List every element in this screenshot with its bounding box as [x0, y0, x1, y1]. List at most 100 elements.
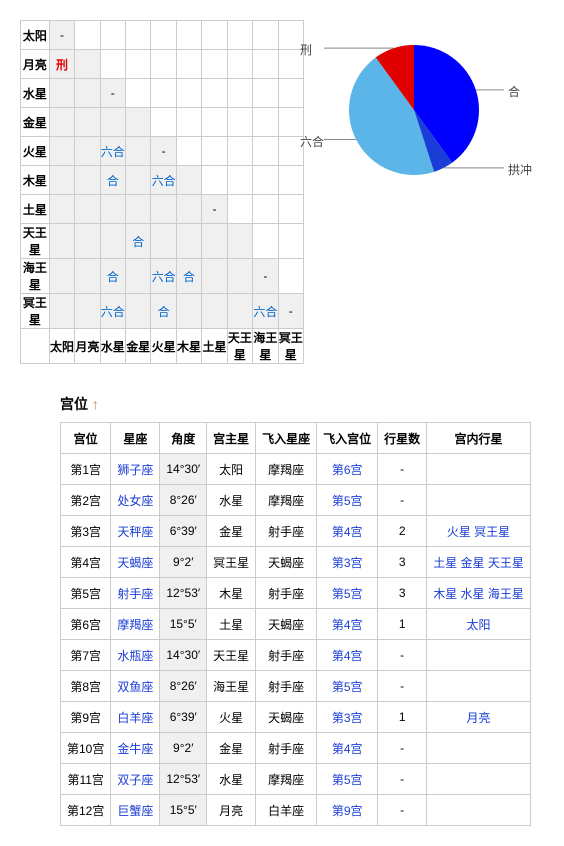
house-cell — [427, 640, 531, 671]
house-cell: 冥王星 — [207, 547, 256, 578]
house-cell: 金牛座 — [111, 733, 160, 764]
house-cell: 8°26′ — [160, 671, 207, 702]
house-cell: 第5宫 — [317, 671, 378, 702]
aspect-row-label: 天王星 — [21, 224, 50, 259]
aspect-cell — [151, 79, 176, 108]
house-cell: 射手座 — [111, 578, 160, 609]
house-cell: 9°2′ — [160, 733, 207, 764]
aspect-cell — [253, 224, 278, 259]
house-col-header: 宫位 — [61, 423, 111, 454]
aspect-cell — [49, 108, 74, 137]
aspect-row-label: 火星 — [21, 137, 50, 166]
house-col-header: 星座 — [111, 423, 160, 454]
aspect-row-label: 月亮 — [21, 50, 50, 79]
house-cell — [427, 795, 531, 826]
aspect-cell — [253, 166, 278, 195]
house-cell: 9°2′ — [160, 547, 207, 578]
aspect-cell — [75, 137, 100, 166]
aspect-cell — [126, 137, 151, 166]
house-cell: 金星 — [207, 733, 256, 764]
house-cell: 水星 — [207, 485, 256, 516]
house-cell: 天蝎座 — [256, 547, 317, 578]
aspect-cell — [202, 224, 227, 259]
aspect-cell — [176, 50, 201, 79]
table-row: 第4宫天蝎座9°2′冥王星天蝎座第3宫3土星 金星 天王星 — [61, 547, 531, 578]
house-cell: 第4宫 — [317, 640, 378, 671]
aspect-row-label: 土星 — [21, 195, 50, 224]
aspect-cell — [202, 137, 227, 166]
table-row: 第5宫射手座12°53′木星射手座第5宫3木星 水星 海王星 — [61, 578, 531, 609]
house-cell: 第8宫 — [61, 671, 111, 702]
house-cell: 白羊座 — [256, 795, 317, 826]
house-cell: 双子座 — [111, 764, 160, 795]
house-cell: 天王星 — [207, 640, 256, 671]
aspect-row-label: 金星 — [21, 108, 50, 137]
aspect-cell — [278, 259, 303, 294]
house-cell: 2 — [378, 516, 427, 547]
aspect-cell: 合 — [151, 294, 176, 329]
aspect-cell — [202, 294, 227, 329]
aspect-cell — [227, 195, 252, 224]
aspect-cell — [176, 294, 201, 329]
aspect-cell — [278, 195, 303, 224]
aspect-row-label: 海王星 — [21, 259, 50, 294]
house-cell: 第2宫 — [61, 485, 111, 516]
aspect-cell — [253, 108, 278, 137]
house-cell: 天秤座 — [111, 516, 160, 547]
table-row: 第7宫水瓶座14°30′天王星射手座第4宫- — [61, 640, 531, 671]
aspect-cell — [151, 224, 176, 259]
house-cell: 第4宫 — [317, 609, 378, 640]
aspect-row-label: 太阳 — [21, 21, 50, 50]
pie-label: 拱冲 — [508, 161, 532, 178]
aspect-cell — [227, 294, 252, 329]
house-cell: 第1宫 — [61, 454, 111, 485]
aspect-cell — [227, 50, 252, 79]
aspect-cell — [100, 50, 125, 79]
house-cell: 15°5′ — [160, 609, 207, 640]
house-cell: 双鱼座 — [111, 671, 160, 702]
aspect-col-header: 金星 — [126, 329, 151, 364]
aspect-cell — [49, 79, 74, 108]
aspect-cell — [278, 224, 303, 259]
house-cell: 第9宫 — [61, 702, 111, 733]
aspect-cell — [75, 166, 100, 195]
house-cell: 第5宫 — [317, 578, 378, 609]
house-cell — [427, 671, 531, 702]
house-col-header: 角度 — [160, 423, 207, 454]
aspect-cell: - — [100, 79, 125, 108]
aspect-cell — [176, 166, 201, 195]
table-row: 第10宫金牛座9°2′金星射手座第4宫- — [61, 733, 531, 764]
house-cell: 狮子座 — [111, 454, 160, 485]
aspect-row-label: 冥王星 — [21, 294, 50, 329]
aspect-cell — [202, 166, 227, 195]
aspect-cell — [176, 137, 201, 166]
house-cell: - — [378, 795, 427, 826]
pie-label: 合 — [508, 83, 520, 100]
house-cell: 1 — [378, 702, 427, 733]
aspect-col-header: 冥王星 — [278, 329, 303, 364]
house-col-header: 行星数 — [378, 423, 427, 454]
aspect-cell — [151, 21, 176, 50]
table-row: 第12宫巨蟹座15°5′月亮白羊座第9宫- — [61, 795, 531, 826]
aspect-cell — [49, 137, 74, 166]
aspect-cell — [151, 50, 176, 79]
aspect-cell: 刑 — [49, 50, 74, 79]
house-cell: 月亮 — [427, 702, 531, 733]
aspect-cell — [227, 166, 252, 195]
house-cell: 水瓶座 — [111, 640, 160, 671]
house-col-header: 飞入星座 — [256, 423, 317, 454]
house-cell: 14°30′ — [160, 640, 207, 671]
house-cell: 土星 — [207, 609, 256, 640]
house-cell: 第6宫 — [61, 609, 111, 640]
aspect-cell: - — [253, 259, 278, 294]
house-cell: 1 — [378, 609, 427, 640]
aspect-cell — [100, 195, 125, 224]
house-cell: 15°5′ — [160, 795, 207, 826]
aspect-cell — [202, 79, 227, 108]
house-cell — [427, 764, 531, 795]
aspect-col-header: 太阳 — [49, 329, 74, 364]
house-cell: 太阳 — [427, 609, 531, 640]
house-cell: 射手座 — [256, 578, 317, 609]
aspect-cell — [151, 195, 176, 224]
houses-table: 宫位星座角度宫主星飞入星座飞入宫位行星数宫内行星 第1宫狮子座14°30′太阳摩… — [60, 422, 531, 826]
